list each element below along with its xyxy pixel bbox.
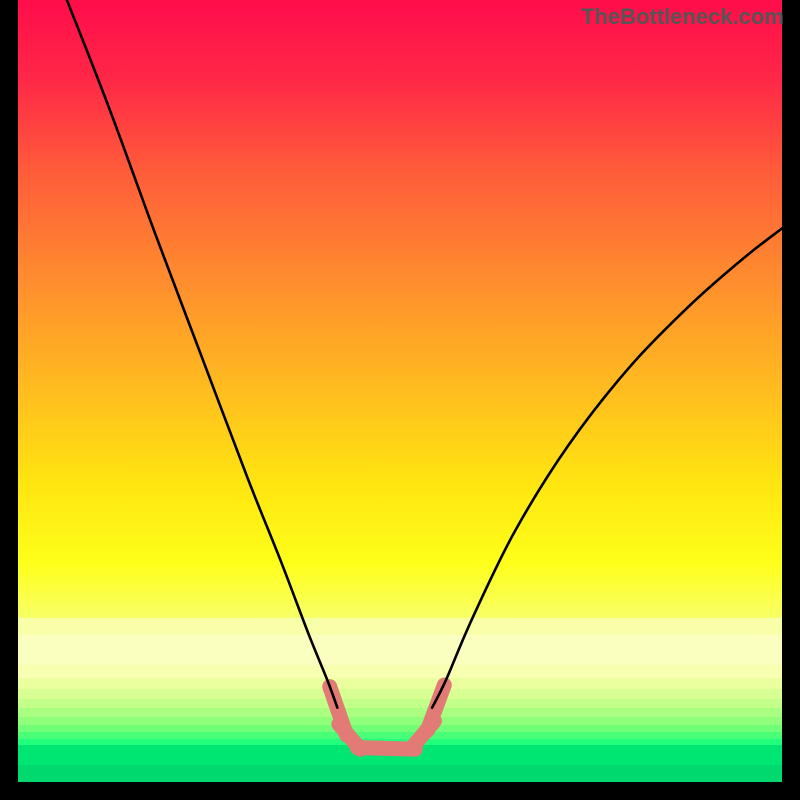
watermark-text: TheBottleneck.com [581, 4, 784, 30]
curve-right [432, 228, 782, 707]
plot-area [18, 0, 782, 782]
curve-left [67, 0, 337, 708]
curve-overlay [18, 0, 782, 782]
